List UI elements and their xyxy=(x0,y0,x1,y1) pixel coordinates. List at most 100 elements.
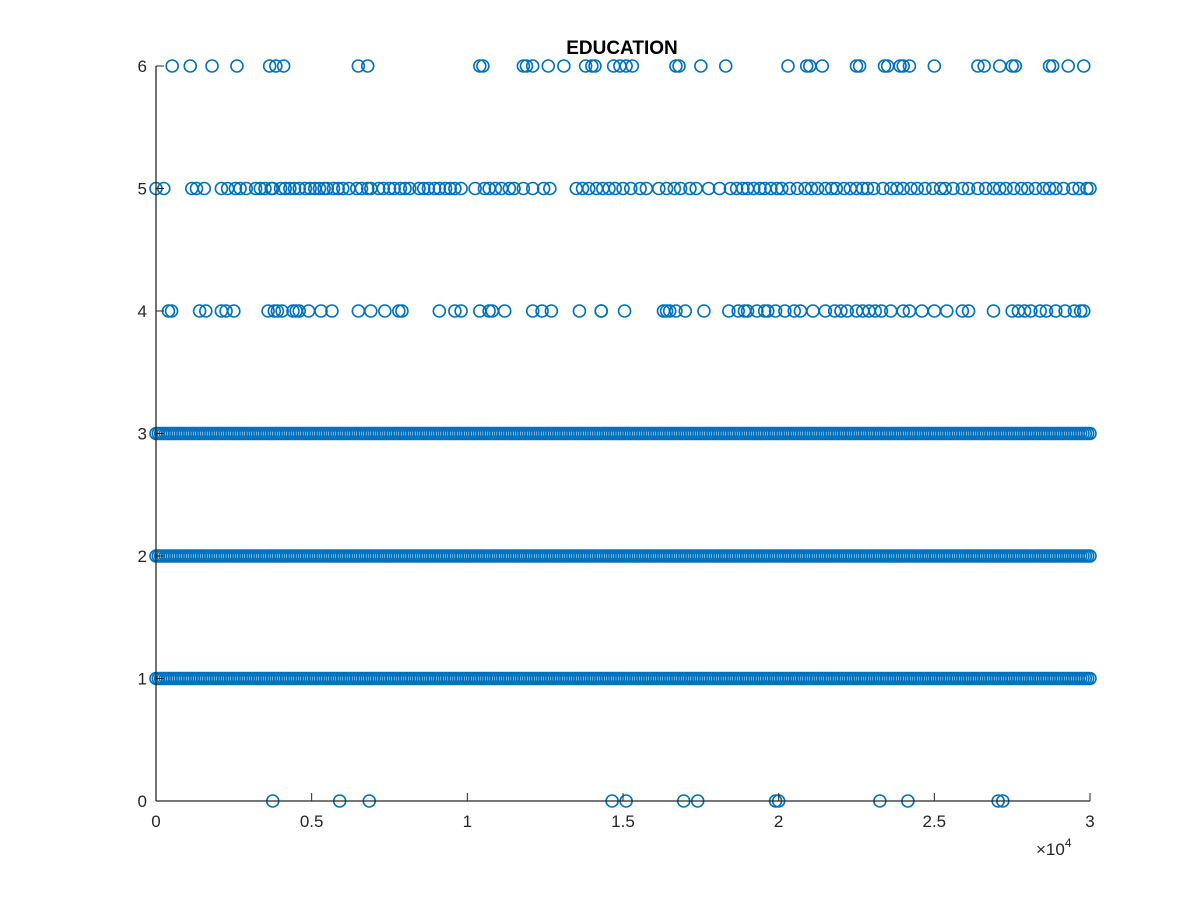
data-point xyxy=(896,304,911,318)
data-point xyxy=(287,181,302,196)
data-point xyxy=(1067,304,1082,318)
data-point xyxy=(438,181,453,196)
data-point xyxy=(165,59,179,73)
data-point xyxy=(278,181,293,196)
data-point xyxy=(992,59,1007,73)
data-point xyxy=(902,59,917,73)
data-point xyxy=(874,304,889,318)
data-point xyxy=(351,304,366,318)
data-point xyxy=(378,304,392,318)
y-tick-label: 4 xyxy=(138,302,147,321)
data-point xyxy=(667,181,682,196)
data-point xyxy=(197,181,212,196)
data-point xyxy=(1056,181,1071,196)
data-point xyxy=(477,181,492,196)
data-point xyxy=(961,181,976,196)
data-point xyxy=(269,59,283,73)
data-point xyxy=(588,59,602,73)
data-point xyxy=(939,304,954,318)
data-point xyxy=(652,181,666,196)
data-point xyxy=(354,181,369,196)
data-point xyxy=(325,304,339,318)
data-point xyxy=(454,304,468,318)
data-point xyxy=(1042,181,1057,196)
data-point xyxy=(729,181,744,196)
data-point xyxy=(335,181,350,196)
data-point xyxy=(669,304,683,318)
data-point xyxy=(581,181,596,196)
y-tick-label: 6 xyxy=(138,57,147,76)
data-point xyxy=(764,181,778,196)
data-point xyxy=(497,304,512,318)
data-point xyxy=(519,59,534,73)
data-point xyxy=(810,181,825,196)
data-point xyxy=(977,59,991,73)
data-point xyxy=(883,304,898,318)
y-tick-label: 3 xyxy=(138,425,147,444)
x-tick-label: 3 xyxy=(1085,812,1094,831)
data-point xyxy=(999,181,1013,196)
data-point xyxy=(283,181,297,196)
data-point xyxy=(697,304,711,318)
data-point xyxy=(1076,304,1091,318)
data-point xyxy=(412,181,426,196)
data-point xyxy=(575,181,590,196)
data-point xyxy=(276,59,291,73)
data-point xyxy=(1014,181,1029,196)
data-point xyxy=(818,181,833,196)
data-point xyxy=(904,181,918,196)
data-point xyxy=(432,181,447,196)
data-point xyxy=(448,181,462,196)
x-exponent-power: 4 xyxy=(1065,836,1072,850)
data-point xyxy=(616,181,630,196)
data-point xyxy=(815,59,830,73)
data-point xyxy=(806,304,820,318)
data-point xyxy=(746,181,761,196)
data-point xyxy=(834,304,848,318)
data-point xyxy=(617,304,632,318)
data-point xyxy=(443,181,458,196)
data-point xyxy=(768,304,783,318)
data-point xyxy=(1008,59,1023,73)
data-point xyxy=(866,181,881,196)
data-point xyxy=(1017,304,1032,318)
data-point xyxy=(393,181,408,196)
data-point xyxy=(971,59,985,73)
data-point xyxy=(360,59,375,73)
data-point xyxy=(672,59,686,73)
data-point xyxy=(427,181,442,196)
data-point xyxy=(1039,304,1054,318)
data-point xyxy=(233,181,247,196)
data-point xyxy=(541,59,556,73)
data-point xyxy=(468,181,482,196)
data-point xyxy=(1083,426,1097,441)
data-point xyxy=(398,181,412,196)
data-point xyxy=(525,304,540,318)
data-point xyxy=(619,59,633,73)
data-point xyxy=(432,304,447,318)
data-point xyxy=(1048,181,1063,196)
data-point xyxy=(602,181,616,196)
data-point xyxy=(1061,59,1076,73)
data-point xyxy=(673,181,688,196)
dense-band-y2 xyxy=(149,549,1097,563)
data-point xyxy=(683,181,697,196)
data-point xyxy=(790,181,805,196)
data-point xyxy=(986,304,1001,318)
data-point xyxy=(488,181,503,196)
data-point xyxy=(896,181,911,196)
data-point xyxy=(314,304,328,318)
data-point xyxy=(722,304,736,318)
data-point xyxy=(694,59,708,73)
data-point xyxy=(829,181,844,196)
data-point xyxy=(955,304,970,318)
data-point xyxy=(371,181,386,196)
data-point xyxy=(230,59,244,73)
data-point xyxy=(454,181,468,196)
data-point xyxy=(774,181,789,196)
data-point xyxy=(1058,304,1072,318)
data-point xyxy=(326,181,341,196)
data-point xyxy=(840,304,854,318)
data-point xyxy=(978,181,993,196)
